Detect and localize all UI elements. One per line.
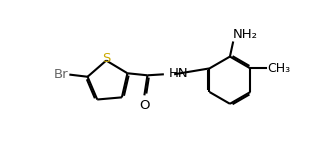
Text: O: O <box>139 99 150 112</box>
Text: CH₃: CH₃ <box>267 62 290 75</box>
Text: S: S <box>103 52 111 65</box>
Text: NH₂: NH₂ <box>233 28 258 41</box>
Text: HN: HN <box>168 67 188 80</box>
Text: Br: Br <box>54 68 69 81</box>
